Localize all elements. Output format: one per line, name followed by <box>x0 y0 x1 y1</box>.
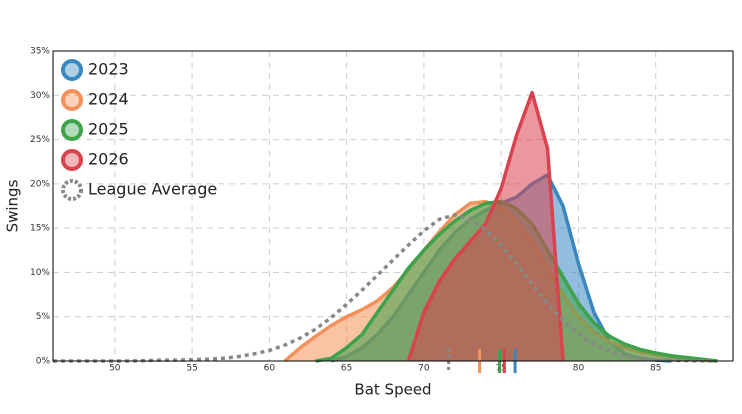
legend-marker <box>61 179 83 201</box>
y-tick-label: 15% <box>30 224 50 234</box>
legend-label: 2026 <box>88 150 129 169</box>
density-area <box>408 92 563 361</box>
y-tick-label: 5% <box>36 312 51 322</box>
y-tick-label: 0% <box>36 357 51 367</box>
x-tick-label: 80 <box>573 364 585 374</box>
x-tick-label: 65 <box>341 364 352 374</box>
legend-label: League Average <box>88 180 217 199</box>
x-axis-label: Bat Speed <box>354 381 431 399</box>
y-axis-label: Swings <box>4 179 22 232</box>
legend-label: 2025 <box>88 120 129 139</box>
y-tick-label: 10% <box>30 268 50 278</box>
y-tick-label: 20% <box>30 179 50 189</box>
legend-marker <box>61 59 83 81</box>
x-tick-label: 75 <box>495 364 506 374</box>
x-tick-label: 55 <box>186 364 197 374</box>
y-tick-label: 30% <box>30 91 50 101</box>
legend-marker <box>61 89 83 111</box>
y-tick-label: 25% <box>30 135 50 145</box>
legend-label: 2023 <box>88 60 129 79</box>
legend-marker <box>61 119 83 141</box>
density-line <box>53 213 718 363</box>
x-tick-label: 70 <box>418 364 430 374</box>
y-tick-label: 35% <box>30 47 50 57</box>
legend-marker <box>61 149 83 171</box>
x-tick-label: 85 <box>650 364 661 374</box>
legend-label: 2024 <box>88 90 129 109</box>
x-tick-label: 50 <box>109 364 121 374</box>
plot-frame <box>52 50 734 362</box>
x-tick-label: 60 <box>264 364 276 374</box>
density-line <box>406 90 565 362</box>
